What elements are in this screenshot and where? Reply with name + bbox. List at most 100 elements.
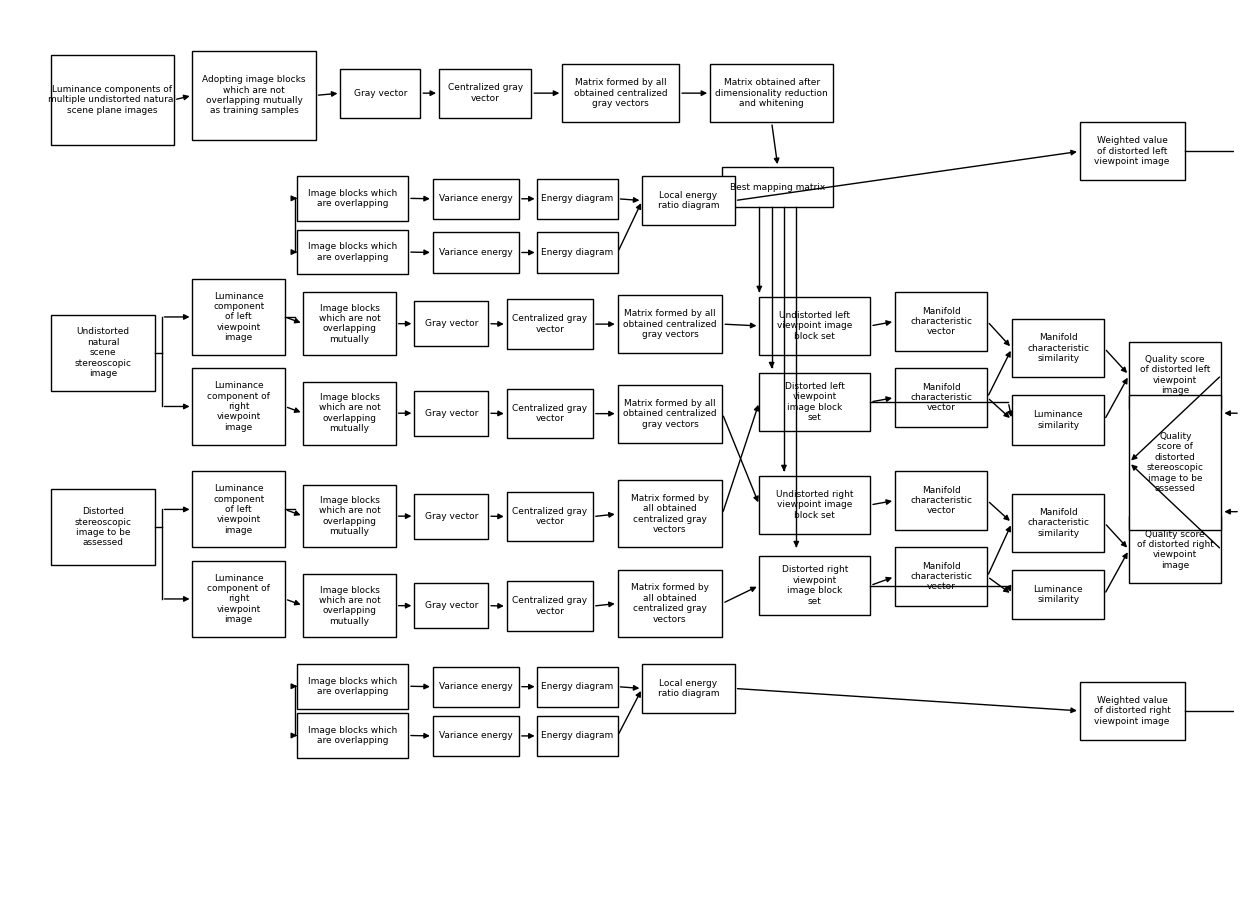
FancyBboxPatch shape: [1012, 319, 1105, 377]
Text: Undistorted left
viewpoint image
block set: Undistorted left viewpoint image block s…: [777, 311, 852, 341]
Text: Matrix formed by all
obtained centralized
gray vectors: Matrix formed by all obtained centralize…: [624, 309, 717, 339]
FancyBboxPatch shape: [1130, 341, 1221, 409]
Text: Energy diagram: Energy diagram: [542, 731, 614, 741]
Text: Variance energy: Variance energy: [439, 248, 513, 257]
Text: Manifold
characteristic
vector: Manifold characteristic vector: [910, 306, 972, 337]
Text: Distorted right
viewpoint
image block
set: Distorted right viewpoint image block se…: [781, 566, 848, 605]
Text: Manifold
characteristic
vector: Manifold characteristic vector: [910, 486, 972, 515]
FancyBboxPatch shape: [433, 666, 520, 707]
Text: Luminance components of
multiple undistorted natural
scene plane images: Luminance components of multiple undisto…: [48, 85, 176, 115]
Text: Image blocks
which are not
overlapping
mutually: Image blocks which are not overlapping m…: [319, 304, 381, 344]
Text: Local energy
ratio diagram: Local energy ratio diagram: [657, 679, 719, 698]
FancyBboxPatch shape: [1012, 494, 1105, 552]
FancyBboxPatch shape: [433, 716, 520, 756]
FancyBboxPatch shape: [1012, 570, 1105, 619]
FancyBboxPatch shape: [507, 582, 593, 630]
FancyBboxPatch shape: [51, 489, 155, 566]
Text: Matrix formed by all
obtained centralized
gray vectors: Matrix formed by all obtained centralize…: [574, 78, 667, 108]
Text: Image blocks
which are not
overlapping
mutually: Image blocks which are not overlapping m…: [319, 585, 381, 626]
Text: Luminance
component of
right
viewpoint
image: Luminance component of right viewpoint i…: [207, 381, 270, 432]
FancyBboxPatch shape: [298, 664, 408, 709]
FancyBboxPatch shape: [618, 480, 723, 548]
Text: Quality score
of distorted right
viewpoint
image: Quality score of distorted right viewpoi…: [1137, 530, 1214, 570]
FancyBboxPatch shape: [537, 179, 618, 219]
Text: Matrix obtained after
dimensionality reduction
and whitening: Matrix obtained after dimensionality red…: [715, 78, 828, 108]
FancyBboxPatch shape: [304, 293, 396, 355]
Text: Image blocks which
are overlapping: Image blocks which are overlapping: [308, 726, 397, 745]
Text: Undistorted right
viewpoint image
block set: Undistorted right viewpoint image block …: [776, 490, 853, 520]
FancyBboxPatch shape: [642, 176, 734, 225]
Text: Variance energy: Variance energy: [439, 731, 513, 741]
FancyBboxPatch shape: [304, 382, 396, 445]
FancyBboxPatch shape: [1012, 395, 1105, 445]
FancyBboxPatch shape: [895, 471, 987, 530]
FancyBboxPatch shape: [439, 68, 531, 118]
FancyBboxPatch shape: [507, 492, 593, 541]
Text: Weighted value
of distorted left
viewpoint image: Weighted value of distorted left viewpoi…: [1095, 136, 1169, 166]
FancyBboxPatch shape: [51, 55, 174, 145]
Text: Manifold
characteristic
similarity: Manifold characteristic similarity: [1027, 508, 1089, 538]
Text: Variance energy: Variance energy: [439, 682, 513, 691]
Text: Undistorted
natural
scene
stereoscopic
image: Undistorted natural scene stereoscopic i…: [74, 328, 131, 378]
Text: Gray vector: Gray vector: [424, 512, 477, 521]
FancyBboxPatch shape: [414, 584, 489, 628]
Text: Image blocks
which are not
overlapping
mutually: Image blocks which are not overlapping m…: [319, 496, 381, 536]
FancyBboxPatch shape: [642, 664, 734, 713]
FancyBboxPatch shape: [192, 368, 285, 445]
FancyBboxPatch shape: [1080, 122, 1184, 180]
Text: Manifold
characteristic
vector: Manifold characteristic vector: [910, 561, 972, 592]
FancyBboxPatch shape: [1130, 395, 1221, 530]
FancyBboxPatch shape: [618, 384, 723, 443]
FancyBboxPatch shape: [895, 548, 987, 605]
FancyBboxPatch shape: [1130, 516, 1221, 584]
FancyBboxPatch shape: [192, 279, 285, 355]
Text: Image blocks which
are overlapping: Image blocks which are overlapping: [308, 242, 397, 261]
FancyBboxPatch shape: [759, 557, 870, 614]
Text: Best mapping matrix: Best mapping matrix: [730, 182, 826, 191]
FancyBboxPatch shape: [414, 494, 489, 539]
Text: Energy diagram: Energy diagram: [542, 194, 614, 203]
FancyBboxPatch shape: [414, 302, 489, 346]
Text: Energy diagram: Energy diagram: [542, 682, 614, 691]
Text: Quality
score of
distorted
stereoscopic
image to be
assessed: Quality score of distorted stereoscopic …: [1147, 432, 1204, 493]
FancyBboxPatch shape: [192, 471, 285, 548]
Text: Energy diagram: Energy diagram: [542, 248, 614, 257]
FancyBboxPatch shape: [537, 666, 618, 707]
Text: Manifold
characteristic
vector: Manifold characteristic vector: [910, 383, 972, 412]
FancyBboxPatch shape: [298, 176, 408, 221]
FancyBboxPatch shape: [537, 233, 618, 273]
Text: Centralized gray
vector: Centralized gray vector: [512, 506, 588, 526]
Text: Image blocks which
are overlapping: Image blocks which are overlapping: [308, 676, 397, 696]
FancyBboxPatch shape: [618, 570, 723, 637]
FancyBboxPatch shape: [895, 368, 987, 427]
Text: Distorted
stereoscopic
image to be
assessed: Distorted stereoscopic image to be asses…: [74, 507, 131, 548]
Text: Centralized gray
vector: Centralized gray vector: [512, 404, 588, 423]
FancyBboxPatch shape: [298, 230, 408, 275]
FancyBboxPatch shape: [304, 485, 396, 548]
Text: Gray vector: Gray vector: [424, 601, 477, 610]
Text: Centralized gray
vector: Centralized gray vector: [512, 596, 588, 616]
FancyBboxPatch shape: [51, 314, 155, 391]
FancyBboxPatch shape: [1080, 682, 1184, 740]
FancyBboxPatch shape: [340, 68, 420, 118]
Text: Gray vector: Gray vector: [353, 89, 407, 98]
Text: Weighted value
of distorted right
viewpoint image: Weighted value of distorted right viewpo…: [1094, 696, 1171, 726]
Text: Matrix formed by
all obtained
centralized gray
vectors: Matrix formed by all obtained centralize…: [631, 584, 709, 623]
Text: Luminance
component
of left
viewpoint
image: Luminance component of left viewpoint im…: [213, 484, 264, 534]
Text: Local energy
ratio diagram: Local energy ratio diagram: [657, 191, 719, 210]
FancyBboxPatch shape: [723, 167, 833, 207]
FancyBboxPatch shape: [537, 716, 618, 756]
Text: Gray vector: Gray vector: [424, 319, 477, 328]
Text: Centralized gray
vector: Centralized gray vector: [512, 314, 588, 334]
FancyBboxPatch shape: [192, 561, 285, 637]
Text: Variance energy: Variance energy: [439, 194, 513, 203]
FancyBboxPatch shape: [711, 64, 833, 122]
Text: Centralized gray
vector: Centralized gray vector: [448, 84, 523, 103]
FancyBboxPatch shape: [895, 293, 987, 350]
Text: Luminance
similarity: Luminance similarity: [1033, 410, 1083, 429]
Text: Image blocks which
are overlapping: Image blocks which are overlapping: [308, 189, 397, 208]
Text: Luminance
component of
right
viewpoint
image: Luminance component of right viewpoint i…: [207, 574, 270, 624]
Text: Gray vector: Gray vector: [424, 409, 477, 418]
FancyBboxPatch shape: [759, 297, 870, 355]
FancyBboxPatch shape: [433, 233, 520, 273]
